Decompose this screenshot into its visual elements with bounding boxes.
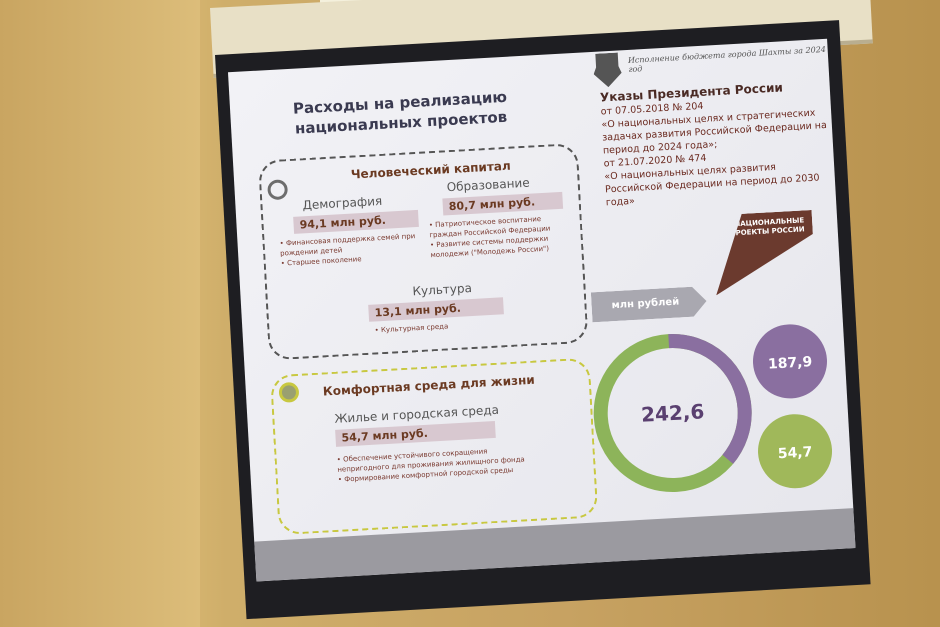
culture-block: Культура 13,1 млн руб. • Культурная сред… xyxy=(352,279,505,336)
wall xyxy=(0,0,200,627)
list-item: • Культурная среда xyxy=(374,322,449,335)
education-value: 80,7 млн руб. xyxy=(442,191,564,216)
bubble-green xyxy=(758,414,833,489)
housing-block: Жилье и городская среда 54,7 млн руб. • … xyxy=(334,401,538,485)
comfort-heading: Комфортная среда для жизни xyxy=(322,372,536,399)
donut-total: 242,6 xyxy=(640,399,705,426)
bubble-purple-value: 187,9 xyxy=(768,354,813,372)
housing-value: 54,7 млн руб. xyxy=(335,420,496,447)
demography-value: 94,1 млн руб. xyxy=(293,209,419,234)
slide-header: Исполнение бюджета города Шахты за 2024 … xyxy=(627,44,827,74)
decrees: Указы Президента России от 07.05.2018 № … xyxy=(600,79,836,210)
education-block: Образование 80,7 млн руб. • Патриотическ… xyxy=(426,174,565,260)
projection-screen: Расходы на реализацию национальных проек… xyxy=(215,20,871,620)
city-crest-icon xyxy=(593,52,623,88)
bubble-green-value: 54,7 xyxy=(777,444,812,462)
slide-title: Расходы на реализацию национальных проек… xyxy=(292,87,508,138)
demography-block: Демография 94,1 млн руб. • Финансовая по… xyxy=(277,192,421,269)
demography-label: Демография xyxy=(302,193,383,213)
education-label: Образование xyxy=(446,175,531,195)
national-projects-badge: НАЦИОНАЛЬНЫЕ ПРОЕКТЫ РОССИИ xyxy=(712,210,816,295)
comfort-box: Комфортная среда для жизни Жилье и город… xyxy=(269,357,599,536)
slide: Расходы на реализацию национальных проек… xyxy=(227,38,856,582)
bubble-purple xyxy=(752,324,827,399)
culture-label: Культура xyxy=(412,281,473,299)
housing-label: Жилье и городская среда xyxy=(334,402,500,426)
culture-value: 13,1 млн руб. xyxy=(368,297,504,322)
human-capital-box: Человеческий капитал Демография 94,1 млн… xyxy=(257,142,589,361)
category-dot-icon xyxy=(278,381,300,403)
category-dot-icon xyxy=(267,179,289,201)
donut-chart: 242,6 187,9 54,7 xyxy=(593,324,833,493)
